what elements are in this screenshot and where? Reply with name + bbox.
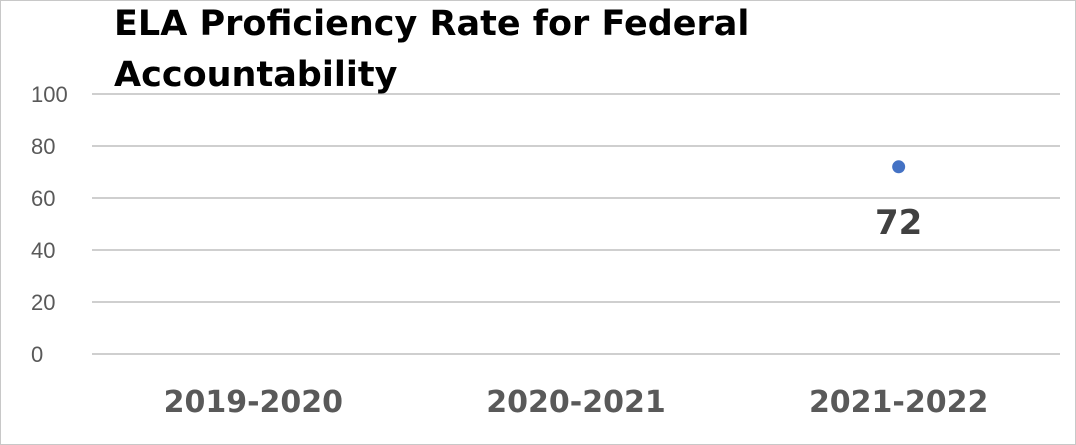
y-tick-label: 0 — [31, 342, 43, 367]
data-points — [892, 160, 906, 174]
chart-title-line-1: ELA Proficiency Rate for Federal — [114, 4, 749, 44]
y-tick-label: 60 — [31, 186, 55, 211]
y-tick-label: 100 — [31, 82, 68, 107]
gridlines — [92, 93, 1060, 355]
data-labels: 72 — [875, 203, 922, 243]
chart-title-line-2: Accountability — [114, 55, 398, 95]
y-tick-label: 40 — [31, 238, 55, 263]
x-tick-label: 2019-2020 — [164, 385, 343, 420]
x-tick-label: 2020-2021 — [486, 385, 665, 420]
y-tick-label: 20 — [31, 290, 55, 315]
y-axis-ticks: 0 20 40 60 80 100 — [31, 82, 68, 367]
x-tick-label: 2021-2022 — [809, 385, 988, 420]
data-point-2021-2022 — [892, 160, 906, 174]
y-tick-label: 80 — [31, 134, 55, 159]
data-label-2021-2022: 72 — [875, 203, 922, 243]
x-axis-ticks: 2019-2020 2020-2021 2021-2022 — [164, 385, 989, 420]
